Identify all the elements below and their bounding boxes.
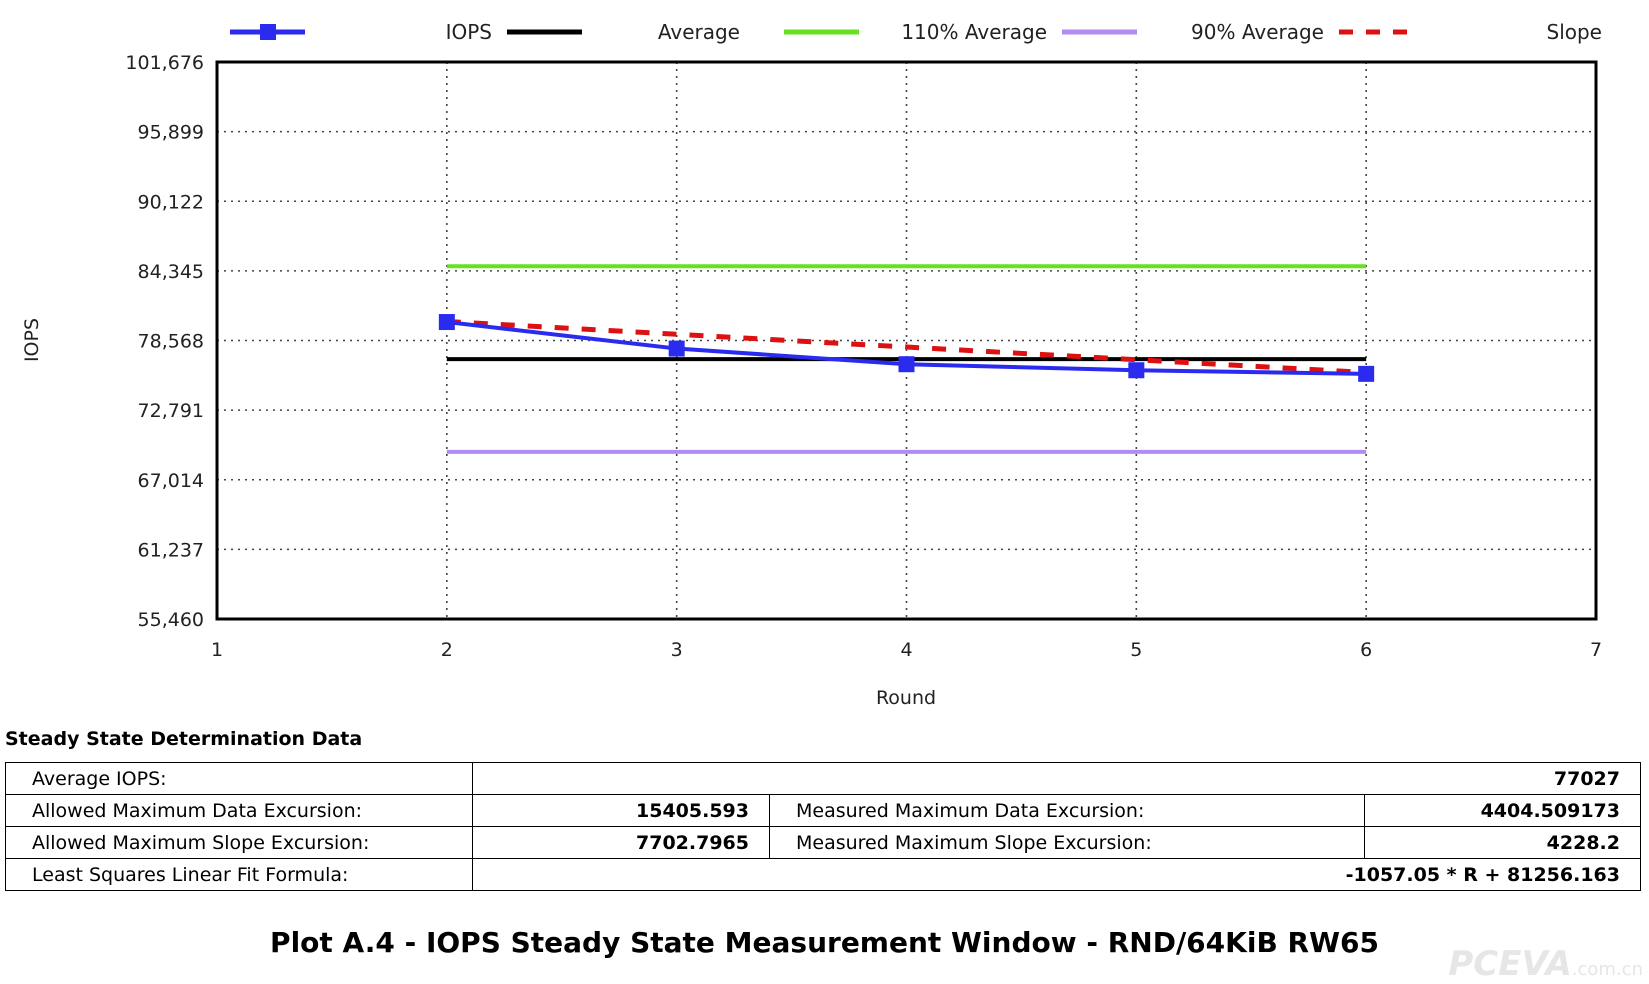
average-iops-label: Average IOPS:: [5, 762, 473, 795]
x-tick-label: 3: [671, 639, 683, 661]
watermark-logo: PCEVA.com.cn: [1448, 944, 1643, 984]
allowed-slope-excursion-label: Allowed Maximum Slope Excursion:: [5, 826, 473, 859]
grid-lines: [217, 62, 1596, 619]
measured-data-excursion-label: Measured Maximum Data Excursion:: [768, 794, 1366, 827]
legend-label-110-average: 110% Average: [901, 20, 1047, 44]
legend-marker-iops: [260, 24, 276, 40]
x-tick-label: 1: [211, 639, 223, 661]
y-tick-label: 67,014: [138, 470, 204, 492]
table-row: Average IOPS: 77027: [5, 762, 1641, 795]
legend-label-90-average: 90% Average: [1191, 20, 1324, 44]
y-tick-label: 101,676: [125, 52, 204, 74]
table-row: Least Squares Linear Fit Formula: -1057.…: [5, 858, 1641, 891]
series-line-slope: [446, 319, 1367, 375]
y-tick-label: 72,791: [138, 400, 204, 422]
average-iops-value: 77027: [472, 762, 1641, 795]
legend-label-slope: Slope: [1547, 20, 1603, 44]
section-title: Steady State Determination Data: [5, 728, 363, 750]
x-tick-label: 2: [441, 639, 453, 661]
measured-slope-excursion-label: Measured Maximum Slope Excursion:: [768, 826, 1366, 859]
fit-formula-value: -1057.05 * R + 81256.163: [472, 858, 1641, 891]
watermark-brand: PCEVA: [1448, 944, 1572, 984]
allowed-data-excursion-value: 15405.593: [472, 794, 770, 827]
y-axis-label: IOPS: [21, 318, 43, 362]
iops-point: [438, 314, 455, 331]
allowed-slope-excursion-value: 7702.7965: [472, 826, 770, 859]
fit-formula-label: Least Squares Linear Fit Formula:: [5, 858, 473, 891]
watermark-domain: .com.cn: [1571, 959, 1643, 980]
measured-slope-excursion-value: 4228.2: [1364, 826, 1641, 859]
y-tick-label: 55,460: [138, 609, 204, 631]
iops-chart: 55,460 61,237 67,014 72,791 78,568 84,345 90,1…: [21, 20, 1602, 709]
series-group: [438, 264, 1375, 454]
iops-point: [668, 340, 685, 357]
y-tick-labels: 55,460 61,237 67,014 72,791 78,568 84,345 90,1…: [125, 52, 204, 631]
legend-label-iops: IOPS: [446, 20, 492, 44]
x-axis-label: Round: [876, 687, 936, 709]
y-tick-label: 95,899: [138, 122, 204, 144]
iops-point: [1128, 362, 1145, 379]
plot-frame: [215, 60, 1598, 621]
table-row: Allowed Maximum Slope Excursion: 7702.79…: [5, 826, 1641, 859]
table-row: Allowed Maximum Data Excursion: 15405.59…: [5, 794, 1641, 827]
x-tick-label: 4: [900, 639, 912, 661]
iops-point: [1358, 365, 1375, 382]
steady-state-table: Average IOPS: 77027 Allowed Maximum Data…: [5, 762, 1641, 891]
y-tick-label: 78,568: [138, 331, 204, 353]
legend: IOPS Average 110% Average 90% Average Slope: [230, 20, 1602, 44]
allowed-data-excursion-label: Allowed Maximum Data Excursion:: [5, 794, 473, 827]
y-tick-label: 90,122: [138, 191, 204, 213]
plot-caption: Plot A.4 - IOPS Steady State Measurement…: [270, 926, 1379, 959]
x-tick-label: 6: [1360, 639, 1372, 661]
iops-point: [898, 356, 915, 373]
y-tick-label: 84,345: [138, 261, 204, 283]
x-tick-label: 7: [1590, 639, 1602, 661]
measured-data-excursion-value: 4404.509173: [1364, 794, 1641, 827]
legend-label-average: Average: [658, 20, 740, 44]
x-tick-labels: 1 2 3 4 5 6 7: [211, 639, 1602, 661]
y-tick-label: 61,237: [138, 539, 204, 561]
x-tick-label: 5: [1130, 639, 1142, 661]
